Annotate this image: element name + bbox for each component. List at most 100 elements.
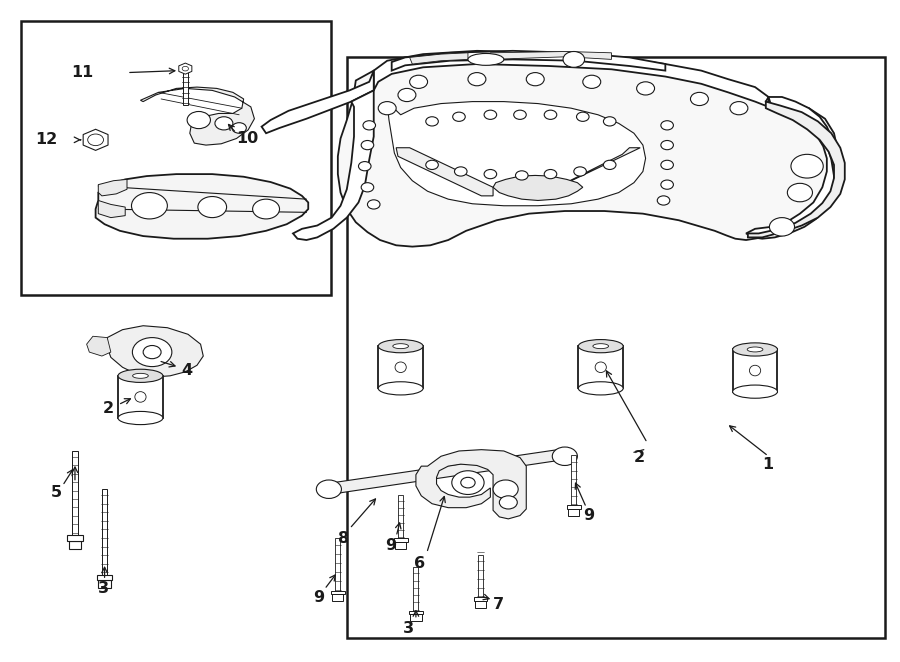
Ellipse shape: [132, 373, 148, 378]
Text: 6: 6: [414, 555, 425, 571]
Polygon shape: [766, 97, 832, 145]
Circle shape: [583, 75, 600, 89]
Circle shape: [187, 111, 211, 128]
Polygon shape: [398, 495, 403, 538]
Circle shape: [398, 89, 416, 101]
Circle shape: [574, 167, 587, 176]
Ellipse shape: [593, 344, 608, 349]
Circle shape: [484, 110, 497, 119]
Text: 2: 2: [103, 401, 113, 416]
Circle shape: [577, 112, 590, 121]
Text: 3: 3: [403, 622, 415, 636]
Text: 11: 11: [71, 65, 94, 80]
Text: 5: 5: [50, 485, 62, 500]
Circle shape: [316, 480, 341, 498]
Circle shape: [198, 197, 227, 218]
Circle shape: [232, 122, 247, 133]
Polygon shape: [387, 101, 645, 206]
Bar: [68, 536, 83, 541]
Text: 12: 12: [35, 132, 58, 148]
Circle shape: [493, 480, 518, 498]
Polygon shape: [567, 505, 580, 508]
Circle shape: [514, 110, 526, 119]
Circle shape: [378, 101, 396, 115]
Polygon shape: [262, 71, 374, 133]
Circle shape: [410, 75, 427, 89]
Ellipse shape: [392, 344, 409, 349]
Text: 7: 7: [493, 597, 504, 612]
Polygon shape: [336, 538, 340, 591]
Bar: [118, 376, 163, 418]
Circle shape: [553, 447, 578, 465]
Polygon shape: [491, 52, 611, 60]
Ellipse shape: [118, 369, 163, 383]
Polygon shape: [95, 174, 308, 239]
Ellipse shape: [395, 362, 406, 373]
Ellipse shape: [378, 340, 423, 353]
Bar: [475, 601, 486, 608]
Polygon shape: [331, 591, 345, 594]
Polygon shape: [98, 179, 127, 196]
Polygon shape: [568, 508, 580, 516]
Circle shape: [730, 101, 748, 115]
Circle shape: [361, 183, 374, 192]
Circle shape: [426, 117, 438, 126]
Text: 2: 2: [634, 450, 645, 465]
Polygon shape: [416, 449, 526, 519]
Ellipse shape: [118, 411, 163, 424]
Circle shape: [452, 471, 484, 495]
Polygon shape: [98, 201, 125, 218]
Circle shape: [661, 120, 673, 130]
Polygon shape: [395, 542, 406, 549]
Polygon shape: [413, 567, 418, 611]
Polygon shape: [540, 148, 640, 196]
Polygon shape: [374, 51, 769, 107]
Circle shape: [468, 73, 486, 86]
Circle shape: [361, 140, 374, 150]
Circle shape: [636, 82, 654, 95]
Polygon shape: [396, 148, 493, 196]
Circle shape: [461, 477, 475, 488]
Ellipse shape: [733, 343, 778, 356]
Circle shape: [791, 154, 824, 178]
Circle shape: [603, 117, 616, 126]
Polygon shape: [140, 87, 255, 145]
Circle shape: [132, 338, 172, 367]
Bar: [102, 489, 107, 575]
Circle shape: [690, 93, 708, 105]
Bar: [183, 69, 188, 105]
Ellipse shape: [378, 382, 423, 395]
Bar: [478, 555, 483, 608]
Circle shape: [563, 52, 585, 68]
Circle shape: [87, 134, 104, 146]
Polygon shape: [86, 336, 111, 356]
Polygon shape: [338, 58, 838, 247]
Circle shape: [603, 160, 616, 169]
Text: 3: 3: [98, 581, 110, 596]
Bar: [21, 21, 330, 295]
Polygon shape: [293, 91, 374, 240]
Circle shape: [661, 160, 673, 169]
Circle shape: [661, 180, 673, 189]
Circle shape: [544, 110, 557, 119]
Circle shape: [516, 171, 528, 180]
Bar: [72, 451, 77, 536]
Text: 9: 9: [583, 508, 594, 523]
Polygon shape: [83, 129, 108, 150]
Circle shape: [788, 183, 813, 202]
Bar: [378, 346, 423, 389]
Circle shape: [770, 218, 795, 236]
Polygon shape: [748, 101, 845, 238]
Ellipse shape: [135, 392, 146, 402]
Circle shape: [544, 169, 557, 179]
Circle shape: [454, 167, 467, 176]
Circle shape: [358, 162, 371, 171]
Ellipse shape: [595, 362, 607, 373]
Circle shape: [500, 496, 518, 509]
Text: 1: 1: [762, 457, 773, 471]
Polygon shape: [332, 594, 344, 601]
Bar: [473, 597, 488, 601]
Polygon shape: [410, 53, 468, 64]
Ellipse shape: [468, 54, 504, 66]
Circle shape: [453, 112, 465, 121]
